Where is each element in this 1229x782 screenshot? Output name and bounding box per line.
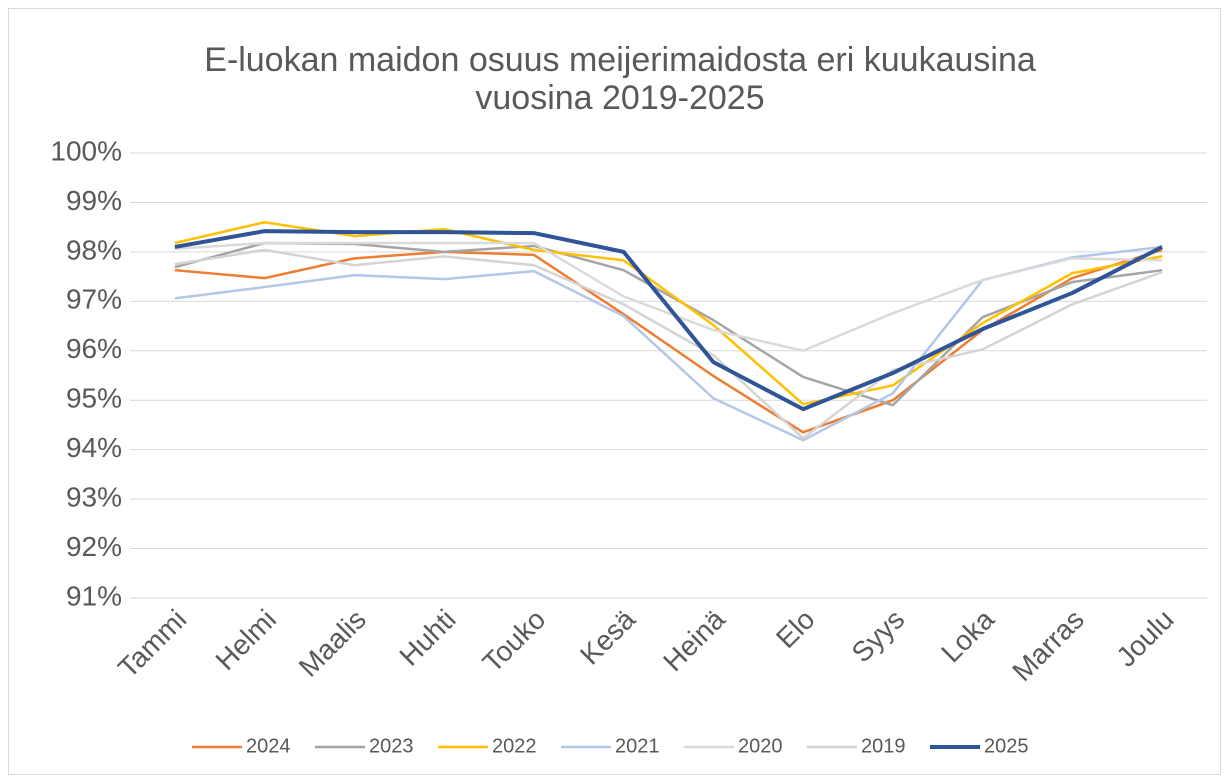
- legend-label: 2023: [369, 735, 414, 757]
- y-tick-label: 100%: [50, 135, 122, 166]
- chart-frame: [8, 8, 1221, 775]
- chart-title: vuosina 2019-2025: [475, 79, 764, 117]
- series-line: [174, 241, 1163, 353]
- chart-title: E-luokan maidon osuus meijerimaidosta er…: [204, 41, 1036, 79]
- y-tick-label: 99%: [66, 185, 122, 216]
- series-line: [174, 229, 1164, 412]
- y-tick-label: 95%: [66, 383, 122, 414]
- legend-label: 2022: [492, 735, 537, 757]
- legend-label: 2021: [615, 735, 660, 757]
- legend-label: 2024: [246, 735, 291, 757]
- series-line: [174, 248, 1163, 440]
- legend-label: 2025: [984, 735, 1029, 757]
- y-tick-label: 98%: [66, 234, 122, 265]
- y-tick-label: 91%: [66, 580, 122, 611]
- legend-label: 2019: [861, 735, 906, 757]
- y-tick-label: 96%: [66, 333, 122, 364]
- y-tick-label: 94%: [66, 432, 122, 463]
- y-tick-label: 97%: [66, 284, 122, 315]
- legend-label: 2020: [738, 735, 783, 757]
- y-tick-label: 93%: [66, 482, 122, 513]
- y-tick-label: 92%: [66, 531, 122, 562]
